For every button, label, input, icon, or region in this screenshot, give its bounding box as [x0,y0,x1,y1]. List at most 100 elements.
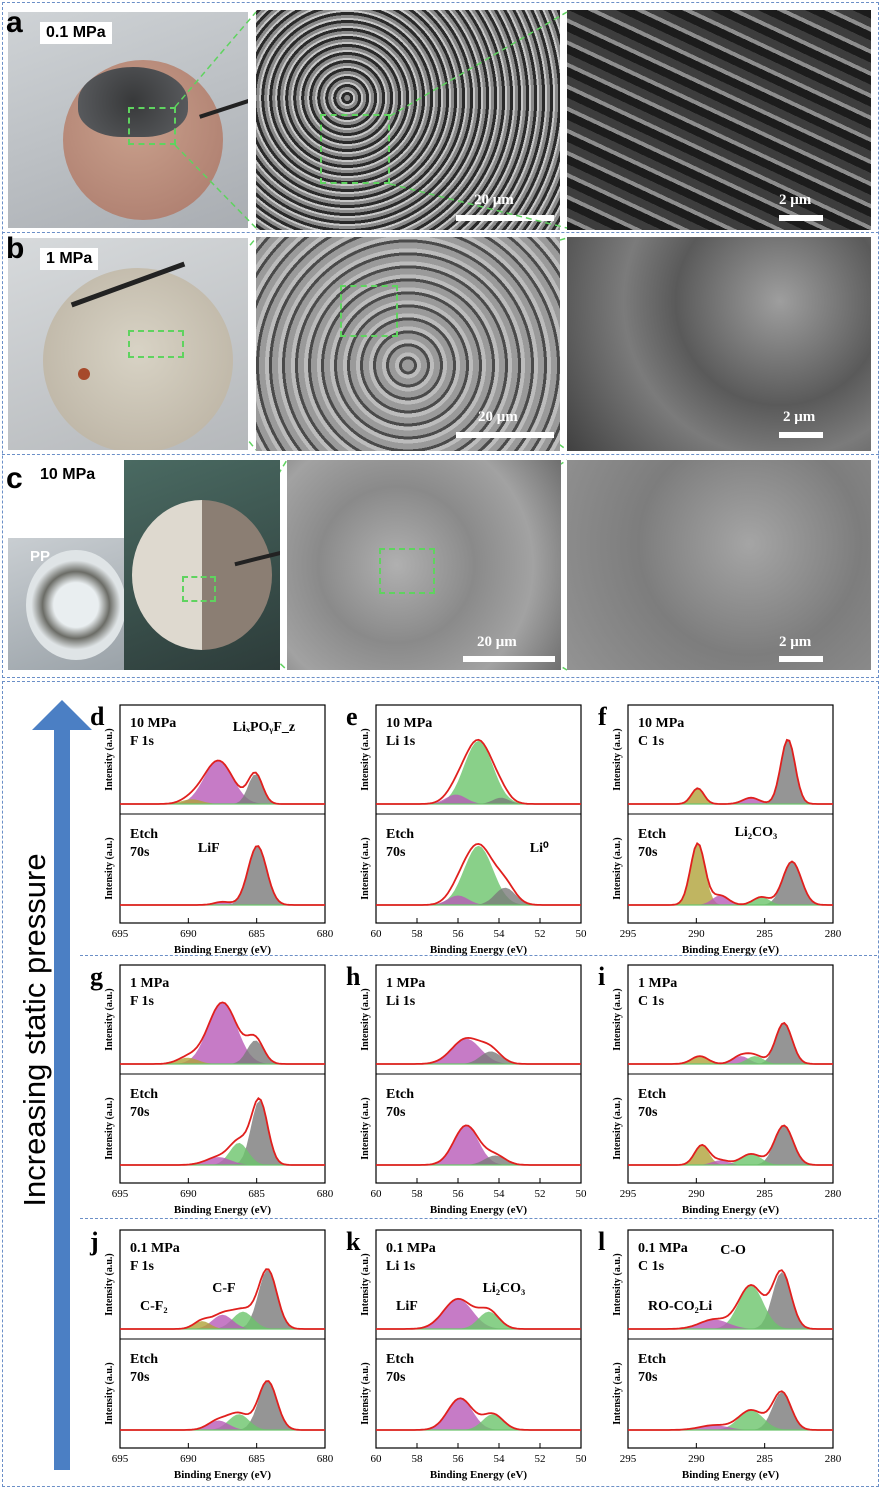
etch-label: Etch [386,1352,414,1367]
sem-right-c: 2 μm [567,460,871,670]
envelope-fit [120,1268,325,1330]
envelope-fit [628,1124,833,1166]
fit-peak [628,861,833,905]
envelope-fit [120,759,325,805]
envelope-fit [120,1380,325,1431]
top-section-frame [2,2,879,678]
fit-peak [628,1023,833,1064]
row-divider [80,1218,877,1219]
x-tick-label: 50 [576,928,588,940]
pp-photo [8,538,130,670]
fit-peak [376,1038,581,1064]
xps-panel-l: 295 290 285 280 Binding Energy (eV) Intensity… [598,1227,842,1481]
sem-right-a: 2 μm [567,10,871,230]
core-level-label: F 1s [130,1259,155,1274]
x-tick-label: 295 [620,1453,637,1465]
fit-peak [628,1056,833,1064]
y-axis-label: Intensity (a.u.) [612,728,623,791]
etch-label: Etch [130,827,158,842]
fit-peak [120,1002,325,1064]
y-axis-label: Intensity (a.u.) [360,1097,371,1160]
x-tick-label: 60 [371,1453,383,1465]
sem-mid-c: 20 μm [287,460,561,670]
envelope-fit [376,1124,581,1166]
y-axis-label: Intensity (a.u.) [104,988,115,1051]
fit-peak [628,1125,833,1165]
x-tick-label: 695 [112,928,129,940]
x-tick-label: 285 [756,1188,773,1200]
x-tick-label: 54 [494,928,506,940]
fit-peak [376,1051,581,1064]
panel-letter-a: a [6,6,23,39]
y-axis-label: Intensity (a.u.) [104,1362,115,1425]
etch-time-label: 70s [638,1370,658,1385]
x-axis-label: Binding Energy (eV) [682,1204,780,1216]
panel-letter-e: e [346,702,358,731]
sem-mid-a: 20 μm [256,10,560,230]
x-tick-label: 295 [620,928,637,940]
pressure-label: 1 MPa [130,976,169,991]
etch-label: Etch [638,1352,666,1367]
coin-photo-c [124,460,280,670]
y-axis-label: Intensity (a.u.) [612,837,623,900]
coin-photo-b [8,238,248,450]
pressure-label: 0.1 MPa [638,1241,688,1256]
x-tick-label: 685 [248,1453,265,1465]
xps-section-frame [2,681,879,1487]
fit-peak [628,895,833,905]
envelope-fit [628,842,833,906]
envelope-fit [120,1097,325,1166]
x-tick-label: 280 [825,1453,842,1465]
x-tick-label: 280 [825,928,842,940]
panel-letter-h: h [346,962,361,991]
fit-peak [628,1425,833,1430]
x-tick-label: 56 [453,1188,465,1200]
y-axis-label: Intensity (a.u.) [612,1097,623,1160]
xps-panel-f: 295 290 285 280 Binding Energy (eV) Intensity… [598,702,842,956]
etch-label: Etch [638,827,666,842]
fit-peak [120,1157,325,1165]
core-level-label: C 1s [638,734,665,749]
y-axis-label: Intensity (a.u.) [104,837,115,900]
xps-panel-h: 60 58 56 54 52 50 Binding Energy (eV) Intensity… [346,962,588,1216]
x-tick-label: 54 [494,1453,506,1465]
scale-label: 2 μm [783,409,816,425]
x-tick-label: 695 [112,1453,129,1465]
x-tick-label: 685 [248,1188,265,1200]
fit-peak [376,1398,581,1430]
etch-label: Etch [638,1087,666,1102]
x-tick-label: 58 [412,1453,424,1465]
x-axis-label: Binding Energy (eV) [430,944,528,956]
etch-label: Etch [386,1087,414,1102]
panel-letter-g: g [90,962,103,991]
peak-annotation: C-O [720,1243,746,1258]
etch-label: Etch [386,827,414,842]
row-divider [2,454,879,455]
core-level-label: C 1s [638,994,665,1009]
core-level-label: Li 1s [386,734,416,749]
peak-annotation: C-F₂ [140,1299,168,1314]
pressure-arrow [32,700,92,1470]
panel-letter-k: k [346,1227,361,1256]
row-divider [2,232,879,233]
x-tick-label: 50 [576,1188,588,1200]
x-tick-label: 56 [453,1453,465,1465]
envelope-fit [376,1297,581,1330]
x-tick-label: 290 [688,928,705,940]
etch-time-label: 70s [638,845,658,860]
etch-time-label: 70s [638,1105,658,1120]
peak-annotation: LiₓPOᵧF_z [233,720,295,735]
pressure-label: 1 MPa [638,976,677,991]
panel-letter-d: d [90,702,105,731]
x-tick-label: 285 [756,928,773,940]
pressure-label: 10 MPa [638,716,684,731]
x-tick-label: 690 [180,1188,197,1200]
x-tick-label: 290 [688,1453,705,1465]
envelope-fit [120,845,325,906]
pressure-label: 1 MPa [386,976,425,991]
xps-panel-d: 695 690 685 680 Binding Energy (eV) Intensity… [90,702,334,956]
xps-panel-g: 695 690 685 680 Binding Energy (eV) Intensity… [90,962,334,1216]
x-tick-label: 295 [620,1188,637,1200]
x-tick-label: 50 [576,1453,588,1465]
sem-right-b: 2 μm [567,237,871,451]
